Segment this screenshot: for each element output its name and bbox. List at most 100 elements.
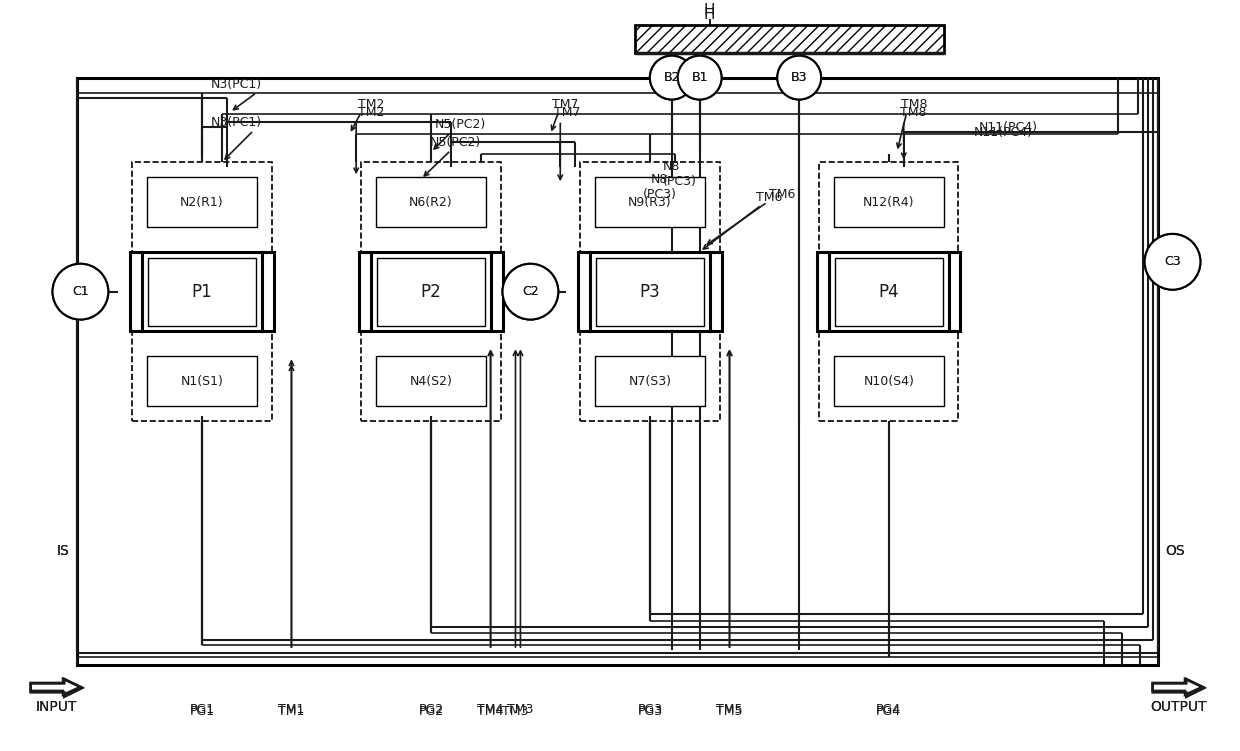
Text: N12(R4): N12(R4) xyxy=(863,195,915,209)
Text: PG1: PG1 xyxy=(190,703,215,716)
Bar xyxy=(949,252,961,331)
Circle shape xyxy=(678,56,722,100)
Bar xyxy=(635,25,944,53)
Bar xyxy=(148,177,257,227)
Bar xyxy=(835,177,944,227)
Text: N5(PC2): N5(PC2) xyxy=(435,118,486,131)
Text: INPUT: INPUT xyxy=(36,700,77,713)
Bar xyxy=(595,177,704,227)
Text: N7(S3): N7(S3) xyxy=(629,375,671,388)
Bar xyxy=(377,258,485,325)
Text: TM4: TM4 xyxy=(477,705,503,718)
Text: C2: C2 xyxy=(522,285,538,298)
Text: TM7: TM7 xyxy=(552,98,579,111)
Circle shape xyxy=(1145,234,1200,290)
Text: B3: B3 xyxy=(791,71,807,84)
Text: TM3: TM3 xyxy=(507,703,533,716)
Text: P2: P2 xyxy=(420,282,441,300)
Circle shape xyxy=(502,264,558,319)
Text: INPUT: INPUT xyxy=(36,700,77,713)
Bar xyxy=(376,357,486,406)
Bar xyxy=(817,252,830,331)
Text: PG3: PG3 xyxy=(637,705,662,718)
Circle shape xyxy=(650,56,693,100)
Circle shape xyxy=(52,264,108,319)
Text: C1: C1 xyxy=(72,285,89,298)
Bar xyxy=(830,252,949,331)
Text: TM4: TM4 xyxy=(477,703,503,716)
Text: B2: B2 xyxy=(663,71,680,84)
Circle shape xyxy=(777,56,821,100)
Text: N10(S4): N10(S4) xyxy=(863,375,914,388)
Text: H: H xyxy=(704,8,715,23)
Bar xyxy=(835,258,942,325)
Text: N5(PC2): N5(PC2) xyxy=(430,136,481,149)
Text: PG1: PG1 xyxy=(190,705,215,718)
Text: B1: B1 xyxy=(692,71,708,84)
Bar xyxy=(835,357,944,406)
Bar xyxy=(709,252,722,331)
Text: N3(PC1): N3(PC1) xyxy=(211,116,263,129)
Bar xyxy=(595,357,704,406)
Text: N2(R1): N2(R1) xyxy=(180,195,223,209)
Bar xyxy=(578,252,590,331)
Bar xyxy=(590,252,709,331)
Text: TM7: TM7 xyxy=(554,106,580,119)
Text: H: H xyxy=(704,4,715,19)
Text: TM3: TM3 xyxy=(502,705,528,718)
Bar xyxy=(371,252,491,331)
Text: TM8: TM8 xyxy=(900,106,928,119)
Text: TM1: TM1 xyxy=(278,705,305,718)
Text: C3: C3 xyxy=(1164,255,1180,268)
Text: N9(R3): N9(R3) xyxy=(627,195,672,209)
Circle shape xyxy=(678,56,722,100)
Bar xyxy=(148,357,257,406)
Text: TM5: TM5 xyxy=(717,703,743,716)
Text: TM2: TM2 xyxy=(358,98,384,111)
Text: B3: B3 xyxy=(791,71,807,84)
Text: N8
(PC3): N8 (PC3) xyxy=(663,160,697,189)
Text: N4(S2): N4(S2) xyxy=(409,375,453,388)
Text: TM1: TM1 xyxy=(278,703,305,716)
Circle shape xyxy=(52,264,108,319)
Text: C1: C1 xyxy=(72,285,89,298)
Text: PG3: PG3 xyxy=(637,703,662,716)
Text: PG2: PG2 xyxy=(418,705,444,718)
Text: OUTPUT: OUTPUT xyxy=(1151,700,1207,713)
Text: IS: IS xyxy=(57,544,69,557)
Bar xyxy=(77,77,1158,665)
Text: B1: B1 xyxy=(692,71,708,84)
Text: OS: OS xyxy=(1166,544,1185,557)
Text: N8
(PC3): N8 (PC3) xyxy=(642,173,677,201)
Text: C2: C2 xyxy=(522,285,538,298)
Text: N11(PC4): N11(PC4) xyxy=(978,121,1038,134)
Bar xyxy=(491,252,502,331)
Bar xyxy=(596,258,703,325)
Text: OUTPUT: OUTPUT xyxy=(1151,700,1207,713)
Bar xyxy=(130,252,143,331)
Text: IS: IS xyxy=(57,544,69,557)
Text: C3: C3 xyxy=(1164,255,1180,268)
Bar xyxy=(133,162,272,421)
Circle shape xyxy=(502,264,558,319)
Bar xyxy=(262,252,274,331)
Bar xyxy=(361,162,501,421)
Bar xyxy=(820,162,959,421)
Text: PG4: PG4 xyxy=(877,705,901,718)
Text: PG4: PG4 xyxy=(877,703,901,716)
Text: OS: OS xyxy=(1166,544,1185,557)
Text: N3(PC1): N3(PC1) xyxy=(211,78,263,91)
Bar xyxy=(360,252,371,331)
Circle shape xyxy=(1145,234,1200,290)
Text: PG2: PG2 xyxy=(418,703,444,716)
Text: TM6: TM6 xyxy=(769,188,796,201)
Text: P3: P3 xyxy=(640,282,660,300)
Circle shape xyxy=(777,56,821,100)
Text: P4: P4 xyxy=(878,282,899,300)
Text: TM2: TM2 xyxy=(358,106,384,119)
Text: TM5: TM5 xyxy=(717,705,743,718)
Text: N6(R2): N6(R2) xyxy=(409,195,453,209)
Text: N11(PC4): N11(PC4) xyxy=(973,126,1033,139)
Text: TM8: TM8 xyxy=(901,98,928,111)
Text: B2: B2 xyxy=(663,71,680,84)
